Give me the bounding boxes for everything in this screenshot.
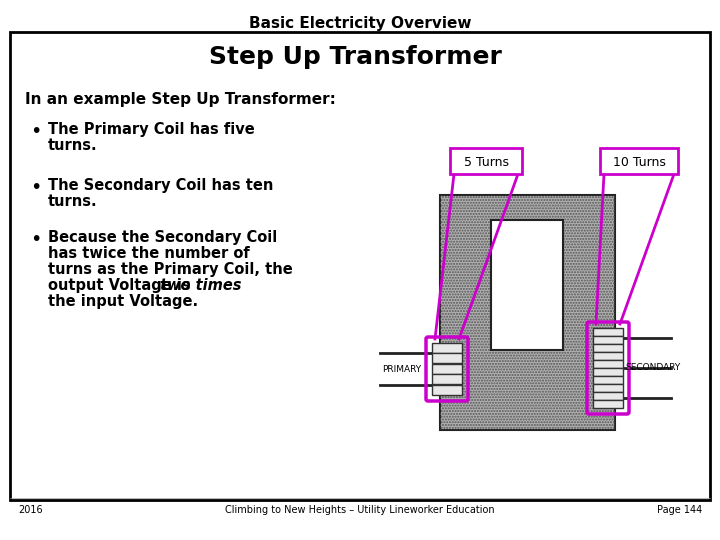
Text: two times: two times	[160, 278, 241, 293]
Bar	[593, 352, 623, 360]
Text: turns.: turns.	[48, 138, 98, 153]
Bar	[432, 364, 462, 374]
Text: has twice the number of: has twice the number of	[48, 246, 250, 261]
Bar	[593, 360, 623, 368]
Bar	[593, 384, 623, 392]
Bar	[440, 195, 615, 430]
Text: the input Voltage.: the input Voltage.	[48, 294, 198, 309]
Text: PRIMARY: PRIMARY	[382, 364, 421, 374]
Bar	[593, 368, 623, 376]
Text: 10 Turns: 10 Turns	[613, 156, 665, 168]
Text: Step Up Transformer: Step Up Transformer	[209, 45, 501, 69]
Bar	[593, 376, 623, 384]
Bar	[440, 195, 615, 430]
Bar	[432, 374, 462, 384]
Bar	[593, 328, 623, 336]
Bar	[600, 148, 678, 174]
Bar	[593, 400, 623, 408]
Text: 5 Turns: 5 Turns	[464, 156, 508, 168]
Text: 2016: 2016	[18, 505, 42, 515]
Text: Basic Electricity Overview: Basic Electricity Overview	[248, 16, 472, 31]
Text: In an example Step Up Transformer:: In an example Step Up Transformer:	[25, 92, 336, 107]
Text: •: •	[30, 230, 41, 249]
Bar	[432, 384, 462, 395]
Bar	[432, 353, 462, 363]
Bar	[593, 392, 623, 400]
Text: turns.: turns.	[48, 194, 98, 209]
Bar	[491, 220, 563, 350]
Text: Page 144: Page 144	[657, 505, 702, 515]
Text: The Secondary Coil has ten: The Secondary Coil has ten	[48, 178, 274, 193]
Text: output Voltage is: output Voltage is	[48, 278, 196, 293]
Bar	[450, 148, 522, 174]
Text: Because the Secondary Coil: Because the Secondary Coil	[48, 230, 277, 245]
Text: •: •	[30, 122, 41, 141]
Bar	[593, 344, 623, 352]
Bar	[10, 32, 710, 500]
Text: turns as the Primary Coil, the: turns as the Primary Coil, the	[48, 262, 293, 277]
Bar	[432, 343, 462, 353]
Text: Climbing to New Heights – Utility Lineworker Education: Climbing to New Heights – Utility Linewo…	[225, 505, 495, 515]
Text: •: •	[30, 178, 41, 197]
Text: SECONDARY: SECONDARY	[625, 363, 680, 373]
Bar	[593, 336, 623, 343]
Text: The Primary Coil has five: The Primary Coil has five	[48, 122, 255, 137]
